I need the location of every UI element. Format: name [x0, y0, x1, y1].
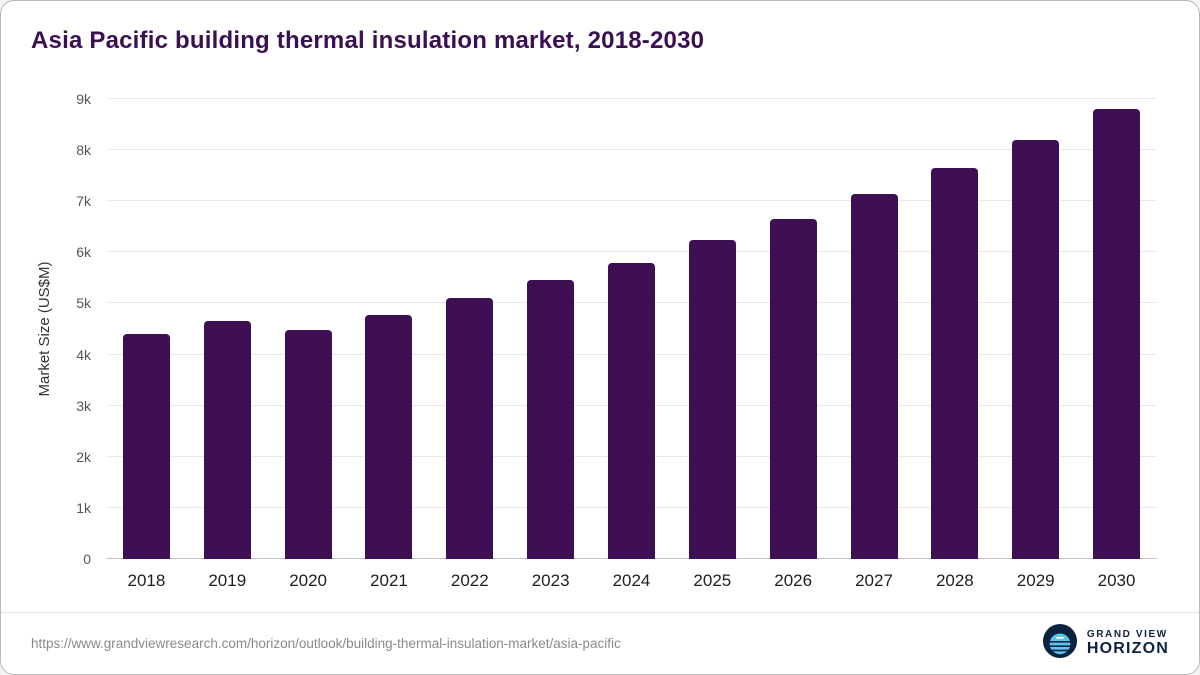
horizon-logo-icon — [1042, 624, 1077, 663]
x-tick-label: 2025 — [693, 571, 732, 590]
y-tick-label: 0 — [83, 551, 91, 567]
x-tick-label: 2022 — [450, 571, 489, 590]
bars — [106, 99, 1157, 559]
x-tick-label: 2023 — [531, 571, 570, 590]
x-tick-label: 2027 — [855, 571, 893, 590]
brand-name-top: GRAND VIEW — [1086, 629, 1168, 641]
bar-2018 — [122, 334, 170, 559]
y-tick-label: 3k — [76, 397, 91, 414]
bar-2028 — [931, 168, 979, 559]
y-tick-label: 5k — [76, 295, 91, 312]
bar-2023 — [527, 280, 575, 559]
y-tick-label: 6k — [76, 244, 91, 261]
x-tick-label: 2018 — [127, 571, 166, 590]
chart-title: Asia Pacific building thermal insulation… — [31, 27, 705, 54]
gridline — [106, 200, 1157, 202]
x-tick-label: 2019 — [208, 571, 247, 590]
y-tick-label: 8k — [76, 142, 91, 159]
footer: https://www.grandviewresearch.com/horizo… — [1, 612, 1199, 674]
y-tick-label: 4k — [76, 346, 91, 363]
bar-2026 — [769, 219, 817, 559]
x-labels: 2018 2019 2020 2021 2022 2023 2024 2025 2026 2027… — [106, 571, 1157, 591]
bar-2029 — [1012, 139, 1060, 559]
y-tick-label: 7k — [76, 193, 91, 210]
x-tick-label: 2020 — [289, 571, 328, 590]
gridline — [106, 98, 1157, 99]
gridline — [106, 149, 1157, 151]
bar-2030 — [1093, 109, 1141, 559]
bar-2020 — [284, 330, 332, 559]
gridline — [106, 251, 1157, 253]
brand-name-bottom: HORIZON — [1086, 640, 1169, 658]
bar-2022 — [446, 298, 494, 559]
chart: Market Size (US$M) 0 1k 2k 3k 4k 5k 6k 7k 8k 9k 2… — [1, 91, 1199, 591]
x-tick-label: 2029 — [1016, 571, 1055, 590]
x-tick-label: 2030 — [1097, 571, 1136, 590]
x-tick-label: 2028 — [935, 571, 974, 590]
bar-2025 — [688, 239, 736, 559]
y-tick-label: 9k — [76, 91, 91, 107]
bar-2024 — [607, 262, 655, 559]
x-tick-label: 2026 — [774, 571, 813, 590]
brand-logo: GRAND VIEW HORIZON — [1042, 624, 1169, 663]
bar-2019 — [203, 321, 251, 559]
plot-area: Market Size (US$M) 0 1k 2k 3k 4k 5k 6k 7k 8k 9k — [36, 91, 1157, 567]
bar-2021 — [365, 314, 413, 559]
y-tick-label: 2k — [76, 448, 91, 465]
x-tick-label: 2021 — [370, 571, 408, 590]
x-tick-label: 2024 — [612, 571, 651, 590]
bar-2027 — [850, 193, 898, 559]
brand-logo-text: GRAND VIEW HORIZON — [1087, 629, 1169, 658]
source-url: https://www.grandviewresearch.com/horizo… — [31, 636, 621, 651]
y-tick-label: 1k — [76, 499, 91, 516]
